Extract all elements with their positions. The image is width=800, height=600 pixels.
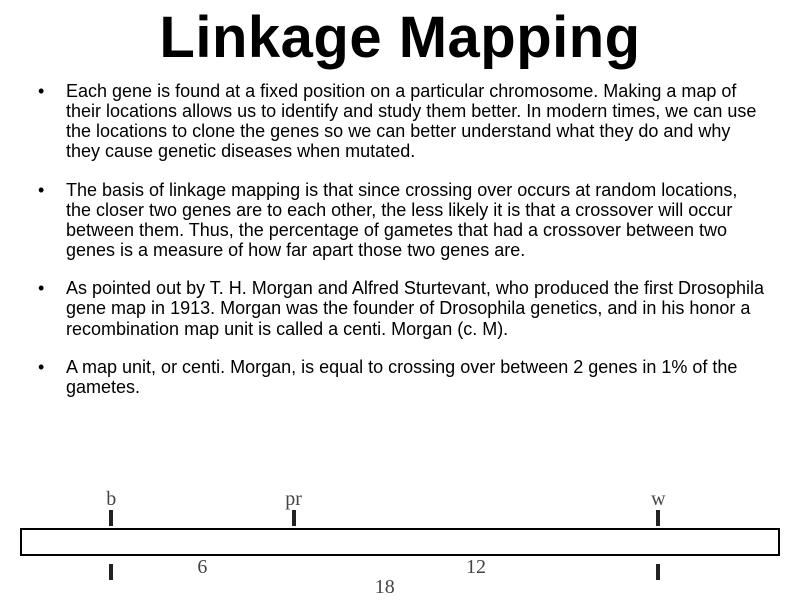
bullet-item: The basis of linkage mapping is that sin… (34, 180, 766, 261)
gene-label: b (106, 488, 116, 511)
gene-tick (109, 510, 113, 526)
linkage-map-diagram: b pr w 6 12 18 (20, 488, 780, 598)
bullet-item: As pointed out by T. H. Morgan and Alfre… (34, 278, 766, 338)
slide-title: Linkage Mapping (28, 4, 772, 71)
total-distance-label: 18 (375, 576, 395, 599)
chromosome-line (20, 528, 780, 556)
distance-label: 12 (466, 556, 486, 579)
bullet-list: Each gene is found at a fixed position o… (34, 81, 766, 397)
gene-label: w (651, 488, 665, 511)
distance-label: 6 (197, 556, 207, 579)
slide: Linkage Mapping Each gene is found at a … (0, 4, 800, 600)
extent-tick (109, 564, 113, 580)
gene-label: pr (285, 488, 302, 511)
gene-tick (292, 510, 296, 526)
bullet-item: A map unit, or centi. Morgan, is equal t… (34, 357, 766, 397)
gene-tick (656, 510, 660, 526)
extent-tick (656, 564, 660, 580)
bullet-item: Each gene is found at a fixed position o… (34, 81, 766, 162)
